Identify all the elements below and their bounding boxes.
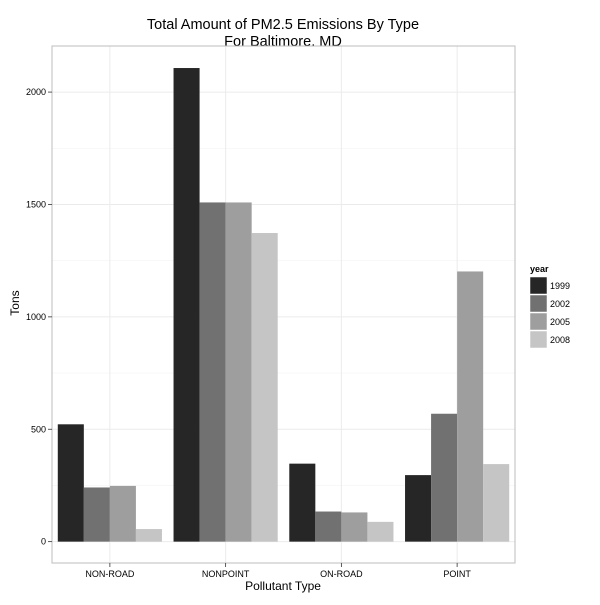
x-tick-label: NON-ROAD bbox=[85, 569, 134, 579]
bars bbox=[57, 68, 510, 542]
bar-on-road-2002 bbox=[315, 511, 342, 542]
x-tick-label: ON-ROAD bbox=[320, 569, 363, 579]
bar-point-2008 bbox=[483, 464, 510, 542]
y-tick-label: 500 bbox=[31, 424, 46, 434]
legend-label-2008: 2008 bbox=[550, 335, 570, 345]
y-axis: 0 500 1000 1500 2000 bbox=[26, 87, 52, 547]
bar-on-road-2005 bbox=[341, 512, 368, 542]
bar-non-road-2002 bbox=[83, 487, 110, 542]
bar-nonpoint-1999 bbox=[173, 68, 200, 542]
legend-key-2005 bbox=[529, 312, 548, 331]
chart-title: Total Amount of PM2.5 Emissions By Type bbox=[147, 17, 419, 33]
bar-non-road-2008 bbox=[135, 529, 162, 542]
legend-label-1999: 1999 bbox=[550, 281, 570, 291]
legend-label-2002: 2002 bbox=[550, 299, 570, 309]
bar-nonpoint-2002 bbox=[199, 202, 226, 542]
bar-nonpoint-2008 bbox=[251, 233, 278, 542]
bar-on-road-2008 bbox=[367, 521, 394, 542]
x-tick-label: POINT bbox=[443, 569, 471, 579]
y-tick-label: 1000 bbox=[26, 312, 46, 322]
legend-items: 1999 2002 2005 2008 bbox=[529, 276, 570, 349]
x-axis-title: Pollutant Type bbox=[245, 579, 321, 593]
bar-point-2005 bbox=[457, 271, 484, 542]
y-tick-label: 0 bbox=[41, 537, 46, 547]
bar-point-1999 bbox=[405, 475, 432, 542]
legend-key-2002 bbox=[529, 294, 548, 313]
y-tick-label: 2000 bbox=[26, 87, 46, 97]
y-tick-label: 1500 bbox=[26, 199, 46, 209]
legend-label-2005: 2005 bbox=[550, 317, 570, 327]
plot-border bbox=[51, 45, 516, 564]
y-axis-title: Tons bbox=[8, 290, 22, 315]
legend: year 1999 2002 2005 2008 bbox=[529, 264, 570, 349]
legend-key-2008 bbox=[529, 330, 548, 349]
bar-non-road-1999 bbox=[57, 424, 84, 542]
bar-point-2002 bbox=[431, 413, 458, 542]
x-axis: NON-ROAD NONPOINT ON-ROAD POINT bbox=[85, 563, 471, 579]
legend-key-1999 bbox=[529, 276, 548, 295]
legend-title: year bbox=[530, 264, 549, 274]
bar-on-road-1999 bbox=[289, 463, 316, 542]
bar-non-road-2005 bbox=[109, 485, 136, 542]
bar-nonpoint-2005 bbox=[225, 202, 252, 542]
x-tick-label: NONPOINT bbox=[202, 569, 250, 579]
